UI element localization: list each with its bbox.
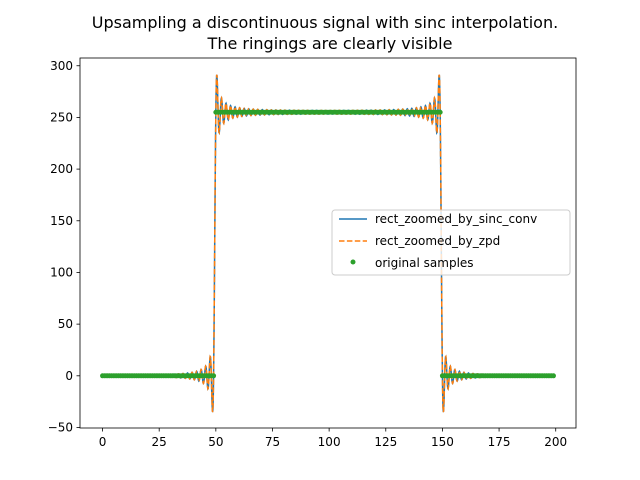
y-tick-label: 300	[50, 59, 73, 73]
sample-point	[550, 373, 556, 379]
x-tick-label: 0	[99, 435, 107, 449]
x-tick-label: 50	[208, 435, 223, 449]
chart-title-line-2: The ringings are clearly visible	[207, 34, 453, 53]
legend-label-sinc: rect_zoomed_by_sinc_conv	[375, 212, 537, 226]
y-tick-label: 200	[50, 162, 73, 176]
legend-box	[331, 209, 571, 276]
chart-title-line-1: Upsampling a discontinuous signal with s…	[92, 13, 558, 32]
x-tick-label: 25	[152, 435, 167, 449]
legend-swatch-samples	[350, 259, 356, 265]
legend-label-samples: original samples	[375, 256, 474, 270]
legend-label-zpd: rect_zoomed_by_zpd	[375, 234, 500, 248]
y-tick-label: 150	[50, 214, 73, 228]
sample-point	[437, 109, 443, 115]
x-tick-label: 125	[374, 435, 397, 449]
axes-frame	[79, 57, 577, 429]
sample-point	[211, 373, 217, 379]
y-tick-label: 250	[50, 110, 73, 124]
legend: rect_zoomed_by_sinc_conv rect_zoomed_by_…	[331, 209, 571, 276]
x-tick-label: 200	[544, 435, 567, 449]
y-tick-label: 50	[58, 317, 73, 331]
y-tick-label: −50	[48, 420, 73, 434]
plot-area	[100, 74, 556, 413]
x-tick-label: 150	[431, 435, 454, 449]
axes: 0 25 50 75 100 125 150 175 200 −50 0 50 100 150 200 250…	[48, 57, 577, 449]
x-tick-label: 75	[265, 435, 280, 449]
x-tick-label: 175	[488, 435, 511, 449]
y-tick-label: 0	[65, 369, 73, 383]
y-tick-label: 100	[50, 265, 73, 279]
x-tick-label: 100	[318, 435, 341, 449]
plot-series	[100, 74, 556, 413]
